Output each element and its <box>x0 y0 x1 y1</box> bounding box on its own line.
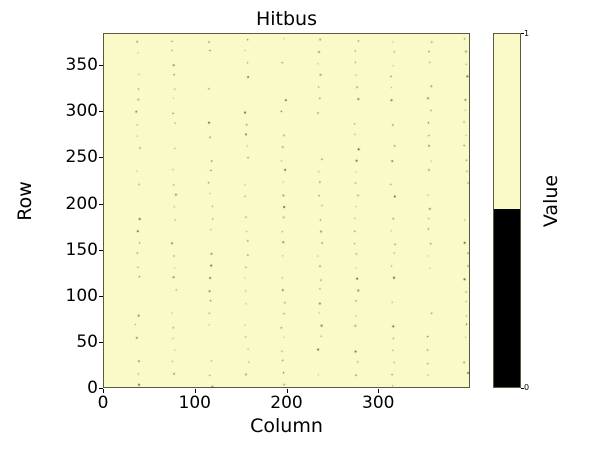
x-tick-label: 100 <box>178 393 211 413</box>
y-tick-label: 300 <box>65 101 98 122</box>
x-axis-label: Column <box>250 415 323 437</box>
colorbar-tickmark-bottom <box>521 388 524 389</box>
y-axis: 0 50 100 150 200 250 300 350 <box>0 0 98 450</box>
colorbar-label: Value <box>540 174 562 228</box>
y-tick-mark <box>99 295 103 297</box>
y-tick-label: 250 <box>65 147 98 168</box>
x-axis: Column 0 100 200 300 <box>0 388 600 450</box>
y-tick-label: 150 <box>65 239 98 260</box>
x-tick-mark <box>286 389 288 393</box>
y-tick-mark <box>99 65 103 67</box>
chart-title: Hitbus <box>255 8 318 30</box>
x-tick-label: 200 <box>270 393 303 413</box>
heatmap-plot-area[interactable] <box>103 33 470 388</box>
colorbar-tick-label-min: 0 <box>524 383 530 392</box>
x-tick-mark <box>103 389 104 393</box>
x-tick-label: 0 <box>97 393 109 413</box>
colorbar-low-segment <box>494 208 520 387</box>
y-tick-label: 350 <box>65 55 98 76</box>
y-tick-mark <box>99 249 103 251</box>
colorbar-high-segment <box>494 34 520 209</box>
x-tick-mark <box>194 389 196 393</box>
colorbar-tick-label-max: 1 <box>524 29 530 38</box>
y-tick-mark <box>99 203 103 205</box>
y-axis-label: Row <box>14 181 36 221</box>
x-tick-mark <box>378 389 380 393</box>
colorbar[interactable] <box>493 33 521 388</box>
y-tick-mark <box>99 341 103 343</box>
y-tick-mark <box>99 388 103 389</box>
y-tick-label: 50 <box>76 331 98 352</box>
y-tick-mark <box>99 111 103 113</box>
colorbar-tickmark-top <box>521 33 524 34</box>
heatmap-image <box>104 34 469 387</box>
x-tick-label: 300 <box>362 393 395 413</box>
y-tick-mark <box>99 157 103 159</box>
y-tick-label: 100 <box>65 285 98 306</box>
y-tick-label: 0 <box>87 378 98 398</box>
y-tick-label: 200 <box>65 193 98 214</box>
